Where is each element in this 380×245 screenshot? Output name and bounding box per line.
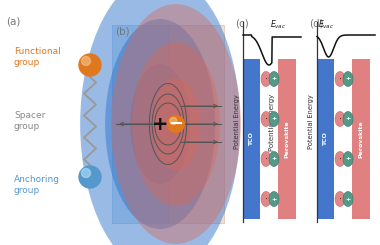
Text: Perovskite: Perovskite [285, 120, 290, 158]
Bar [112, 25, 168, 223]
Text: ·: · [264, 114, 268, 124]
Text: Spacer
group: Spacer group [14, 111, 45, 131]
Ellipse shape [343, 192, 353, 207]
Circle shape [81, 57, 90, 65]
Ellipse shape [335, 72, 345, 86]
Text: ·: · [339, 74, 342, 84]
Text: Potential Energy: Potential Energy [308, 95, 314, 149]
Text: ·: · [264, 154, 268, 164]
Ellipse shape [335, 111, 345, 126]
Text: ·: · [339, 114, 342, 124]
Ellipse shape [269, 192, 279, 207]
Text: (a): (a) [6, 17, 21, 27]
Text: Potential Energy: Potential Energy [234, 95, 240, 149]
Ellipse shape [269, 111, 279, 126]
Text: +: + [271, 196, 277, 201]
Ellipse shape [132, 42, 220, 206]
Text: ·: · [339, 194, 342, 204]
Text: ·: · [339, 154, 342, 164]
Text: Functional
group: Functional group [14, 47, 61, 67]
Text: +: + [271, 157, 277, 161]
Text: +: + [271, 76, 277, 82]
Text: +: + [345, 157, 351, 161]
Text: (d): (d) [309, 19, 324, 29]
Circle shape [81, 169, 90, 177]
Ellipse shape [80, 0, 240, 245]
Ellipse shape [105, 19, 215, 229]
Ellipse shape [111, 4, 241, 244]
Bar [278, 59, 296, 219]
Ellipse shape [261, 151, 271, 167]
Text: +: + [345, 117, 351, 122]
Text: Potential Energy: Potential Energy [269, 93, 275, 151]
Ellipse shape [343, 111, 353, 126]
Circle shape [167, 115, 184, 133]
Bar [244, 59, 260, 219]
Ellipse shape [130, 64, 190, 184]
Ellipse shape [343, 72, 353, 86]
Text: +: + [271, 117, 277, 122]
Ellipse shape [335, 151, 345, 167]
Ellipse shape [261, 72, 271, 86]
Ellipse shape [152, 78, 200, 170]
Text: ·: · [264, 194, 268, 204]
Bar [168, 25, 224, 223]
Bar [352, 59, 370, 219]
Text: (b): (b) [115, 27, 130, 37]
Text: Perovskite: Perovskite [358, 120, 364, 158]
Text: $\mathit{E}_{vac}$: $\mathit{E}_{vac}$ [318, 19, 334, 31]
Ellipse shape [269, 151, 279, 167]
Text: −: − [168, 115, 184, 133]
Text: Anchoring
group: Anchoring group [14, 175, 60, 195]
Text: TCO: TCO [323, 132, 328, 146]
Ellipse shape [261, 192, 271, 207]
Ellipse shape [261, 111, 271, 126]
Circle shape [79, 54, 101, 76]
Text: ·: · [264, 74, 268, 84]
Circle shape [170, 118, 177, 124]
Text: +: + [345, 76, 351, 82]
Circle shape [79, 166, 101, 188]
Ellipse shape [335, 192, 345, 207]
Ellipse shape [269, 72, 279, 86]
Text: (c): (c) [235, 19, 249, 29]
Text: +: + [152, 114, 168, 134]
Bar [318, 59, 334, 219]
Text: TCO: TCO [250, 132, 255, 146]
Ellipse shape [343, 151, 353, 167]
Text: +: + [345, 196, 351, 201]
Text: $\mathit{E}_{vac}$: $\mathit{E}_{vac}$ [270, 19, 286, 31]
